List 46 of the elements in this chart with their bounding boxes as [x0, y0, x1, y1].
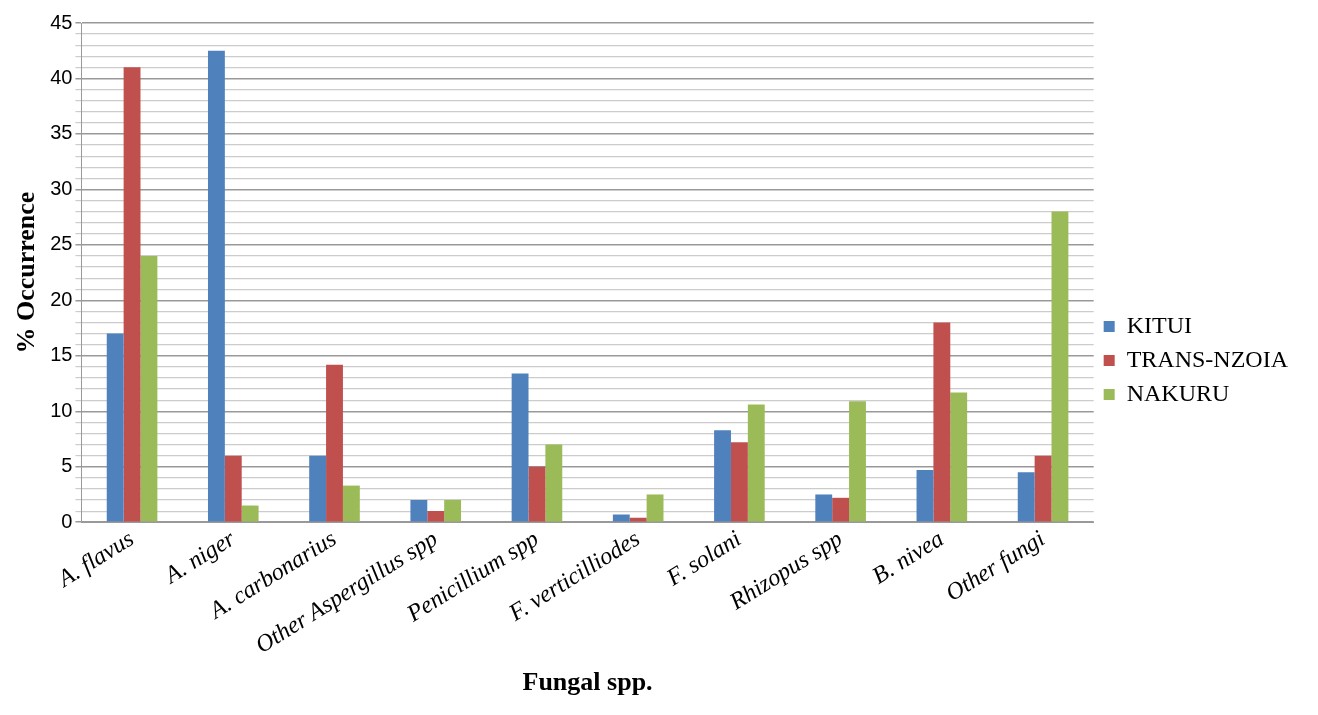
bar [326, 364, 343, 522]
y-tick-label: 30 [50, 176, 73, 199]
y-tick-label: 20 [50, 287, 73, 310]
bar [950, 392, 968, 522]
bar [511, 373, 529, 522]
legend-label: TRANS-NZOIA [1126, 345, 1289, 372]
bar [427, 511, 445, 522]
bar [714, 430, 731, 522]
legend-label: NAKURU [1126, 379, 1230, 406]
bar [612, 514, 630, 522]
bar [747, 404, 765, 522]
y-tick-label: 10 [50, 398, 73, 421]
bar [224, 455, 242, 522]
bar [849, 401, 866, 522]
bar [106, 333, 124, 522]
y-axis-title: % Occurrence [11, 191, 41, 354]
bar [410, 500, 428, 522]
bar [123, 67, 141, 522]
bar [1051, 211, 1069, 522]
x-tick-label: B. nivea [867, 524, 948, 589]
y-tick-label: 25 [50, 232, 73, 255]
bar [815, 494, 833, 522]
bar [933, 322, 951, 522]
y-tick-label: 45 [50, 10, 73, 33]
bar [832, 497, 850, 522]
legend-label: KITUI [1126, 311, 1192, 338]
bar [444, 500, 462, 522]
bar [1017, 472, 1035, 522]
y-tick-label: 35 [50, 121, 73, 144]
y-tick-label: 40 [50, 65, 73, 88]
bar [646, 494, 664, 522]
bar [140, 255, 158, 522]
x-axis-title: Fungal spp. [522, 667, 653, 697]
bar [1034, 455, 1052, 522]
y-tick-label: 15 [50, 343, 73, 366]
x-tick-label: A. niger [158, 524, 240, 590]
bar [730, 442, 748, 522]
y-tick-label: 5 [61, 454, 73, 477]
bar [545, 444, 563, 522]
y-tick-label: 0 [61, 509, 73, 532]
bar [342, 485, 360, 522]
bar [241, 505, 259, 522]
bar [309, 455, 327, 522]
bar [916, 470, 934, 522]
bar [207, 50, 225, 522]
bar [528, 466, 546, 522]
